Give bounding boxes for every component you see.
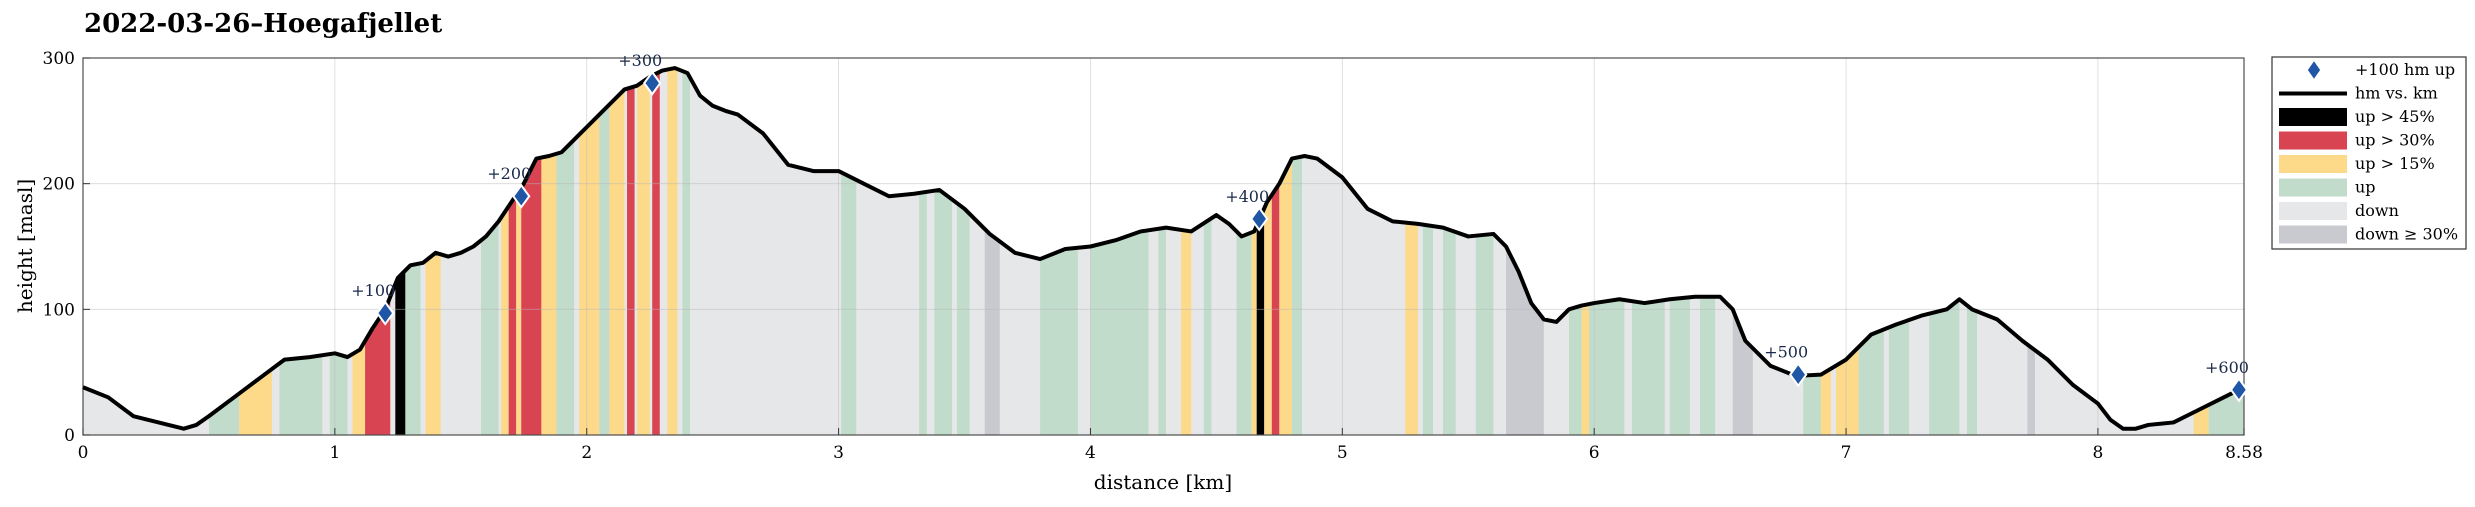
- grade-segment-up45: [1256, 68, 1265, 435]
- grade-segment-up: [919, 68, 927, 435]
- legend-label: down ≥ 30%: [2355, 225, 2458, 244]
- y-tick-label: 0: [64, 426, 75, 446]
- legend-swatch-marker: [2306, 58, 2322, 82]
- legend-swatch-up15: [2279, 155, 2347, 173]
- y-tick-label: 100: [43, 300, 75, 320]
- grade-segment-up: [1158, 68, 1167, 435]
- grade-segment-up15: [609, 68, 625, 435]
- milestone-markers: +100 +200 +300 +400 +500 +600: [351, 51, 2249, 403]
- grade-segment-up: [556, 68, 575, 435]
- legend-swatch-up: [2279, 178, 2347, 197]
- legend-label: up > 30%: [2355, 131, 2435, 150]
- profile-line: [82, 66, 2245, 431]
- milestone-marker: [376, 300, 395, 326]
- x-tick-label: 3: [833, 443, 844, 463]
- y-tick-label: 300: [43, 49, 75, 69]
- x-tick-label: 7: [1841, 443, 1852, 463]
- x-tick-label: 6: [1589, 443, 1600, 463]
- x-tick-label: 1: [329, 443, 340, 463]
- milestone-label: +100: [351, 281, 395, 300]
- milestone-label: +300: [618, 51, 662, 70]
- legend-swatch-up45: [2279, 108, 2347, 126]
- grade-segment-up15: [501, 68, 509, 435]
- grade-segment-up: [599, 68, 610, 435]
- legend-label: hm vs. km: [2355, 84, 2438, 103]
- x-tick-label: 2: [581, 443, 592, 463]
- grade-segment-up30: [1271, 68, 1280, 435]
- grade-segment-up30: [627, 68, 635, 435]
- grade-segment-up30: [652, 68, 660, 435]
- milestone-marker: [1249, 206, 1269, 232]
- x-tick-label: 4: [1085, 443, 1096, 463]
- axis-ticks: 0 1 2 3 4 5 6 7 8 8.58 0 100 200 300: [43, 49, 2263, 463]
- x-axis-label: distance [km]: [1094, 470, 1232, 494]
- grade-segment-up15: [667, 68, 678, 435]
- y-tick-label: 200: [43, 175, 75, 195]
- milestone-marker: [512, 183, 531, 209]
- plot-area: 0 1 2 3 4 5 6 7 8 8.58 0 100 200 300 +100 +200 +300 +400…: [43, 49, 2263, 463]
- grade-segment-up: [1422, 68, 1433, 435]
- legend-swatch-down30: [2279, 225, 2347, 244]
- legend-swatch-up30: [2279, 131, 2347, 150]
- legend-label: down: [2355, 201, 2399, 220]
- chart-title: 2022-03-26–Hoegafjellet: [84, 9, 442, 39]
- milestone-marker: [642, 70, 662, 96]
- milestone-label: +500: [1764, 343, 1808, 362]
- milestone-marker: [1788, 361, 1808, 388]
- legend-label: up > 45%: [2355, 107, 2435, 126]
- grade-segment-up30: [508, 68, 517, 435]
- grade-segment-up15: [541, 68, 557, 435]
- grade-segment-up: [1291, 68, 1303, 435]
- grade-segment-up15: [1181, 68, 1192, 435]
- grade-segment-up: [1203, 68, 1212, 435]
- grade-segment-up15: [516, 68, 522, 435]
- milestone-label: +200: [487, 164, 531, 183]
- x-tick-label: 0: [78, 443, 89, 463]
- legend-label: up: [2355, 178, 2376, 197]
- legend: +100 hm up hm vs. km up > 45% up > 30% up > …: [2271, 56, 2467, 250]
- plot-frame: [82, 57, 2245, 436]
- legend-label: +100 hm up: [2355, 60, 2455, 79]
- grade-segment-up15: [1264, 68, 1272, 435]
- x-tick-label: 5: [1337, 443, 1348, 463]
- grade-segment-up: [682, 68, 690, 435]
- milestone-label: +400: [1225, 187, 1269, 206]
- grade-segment-up15: [637, 68, 650, 435]
- legend-label: up > 15%: [2355, 154, 2435, 173]
- legend-swatch-down: [2279, 202, 2347, 220]
- grade-segment-up15: [1251, 68, 1257, 435]
- x-tick-label: 8: [2093, 443, 2104, 463]
- milestone-marker: [2229, 377, 2249, 403]
- grade-segment-up15: [579, 68, 600, 435]
- y-axis-label: height [masl]: [13, 179, 37, 313]
- x-tick-label: 8.58: [2225, 443, 2263, 463]
- milestone-label: +600: [2205, 358, 2249, 377]
